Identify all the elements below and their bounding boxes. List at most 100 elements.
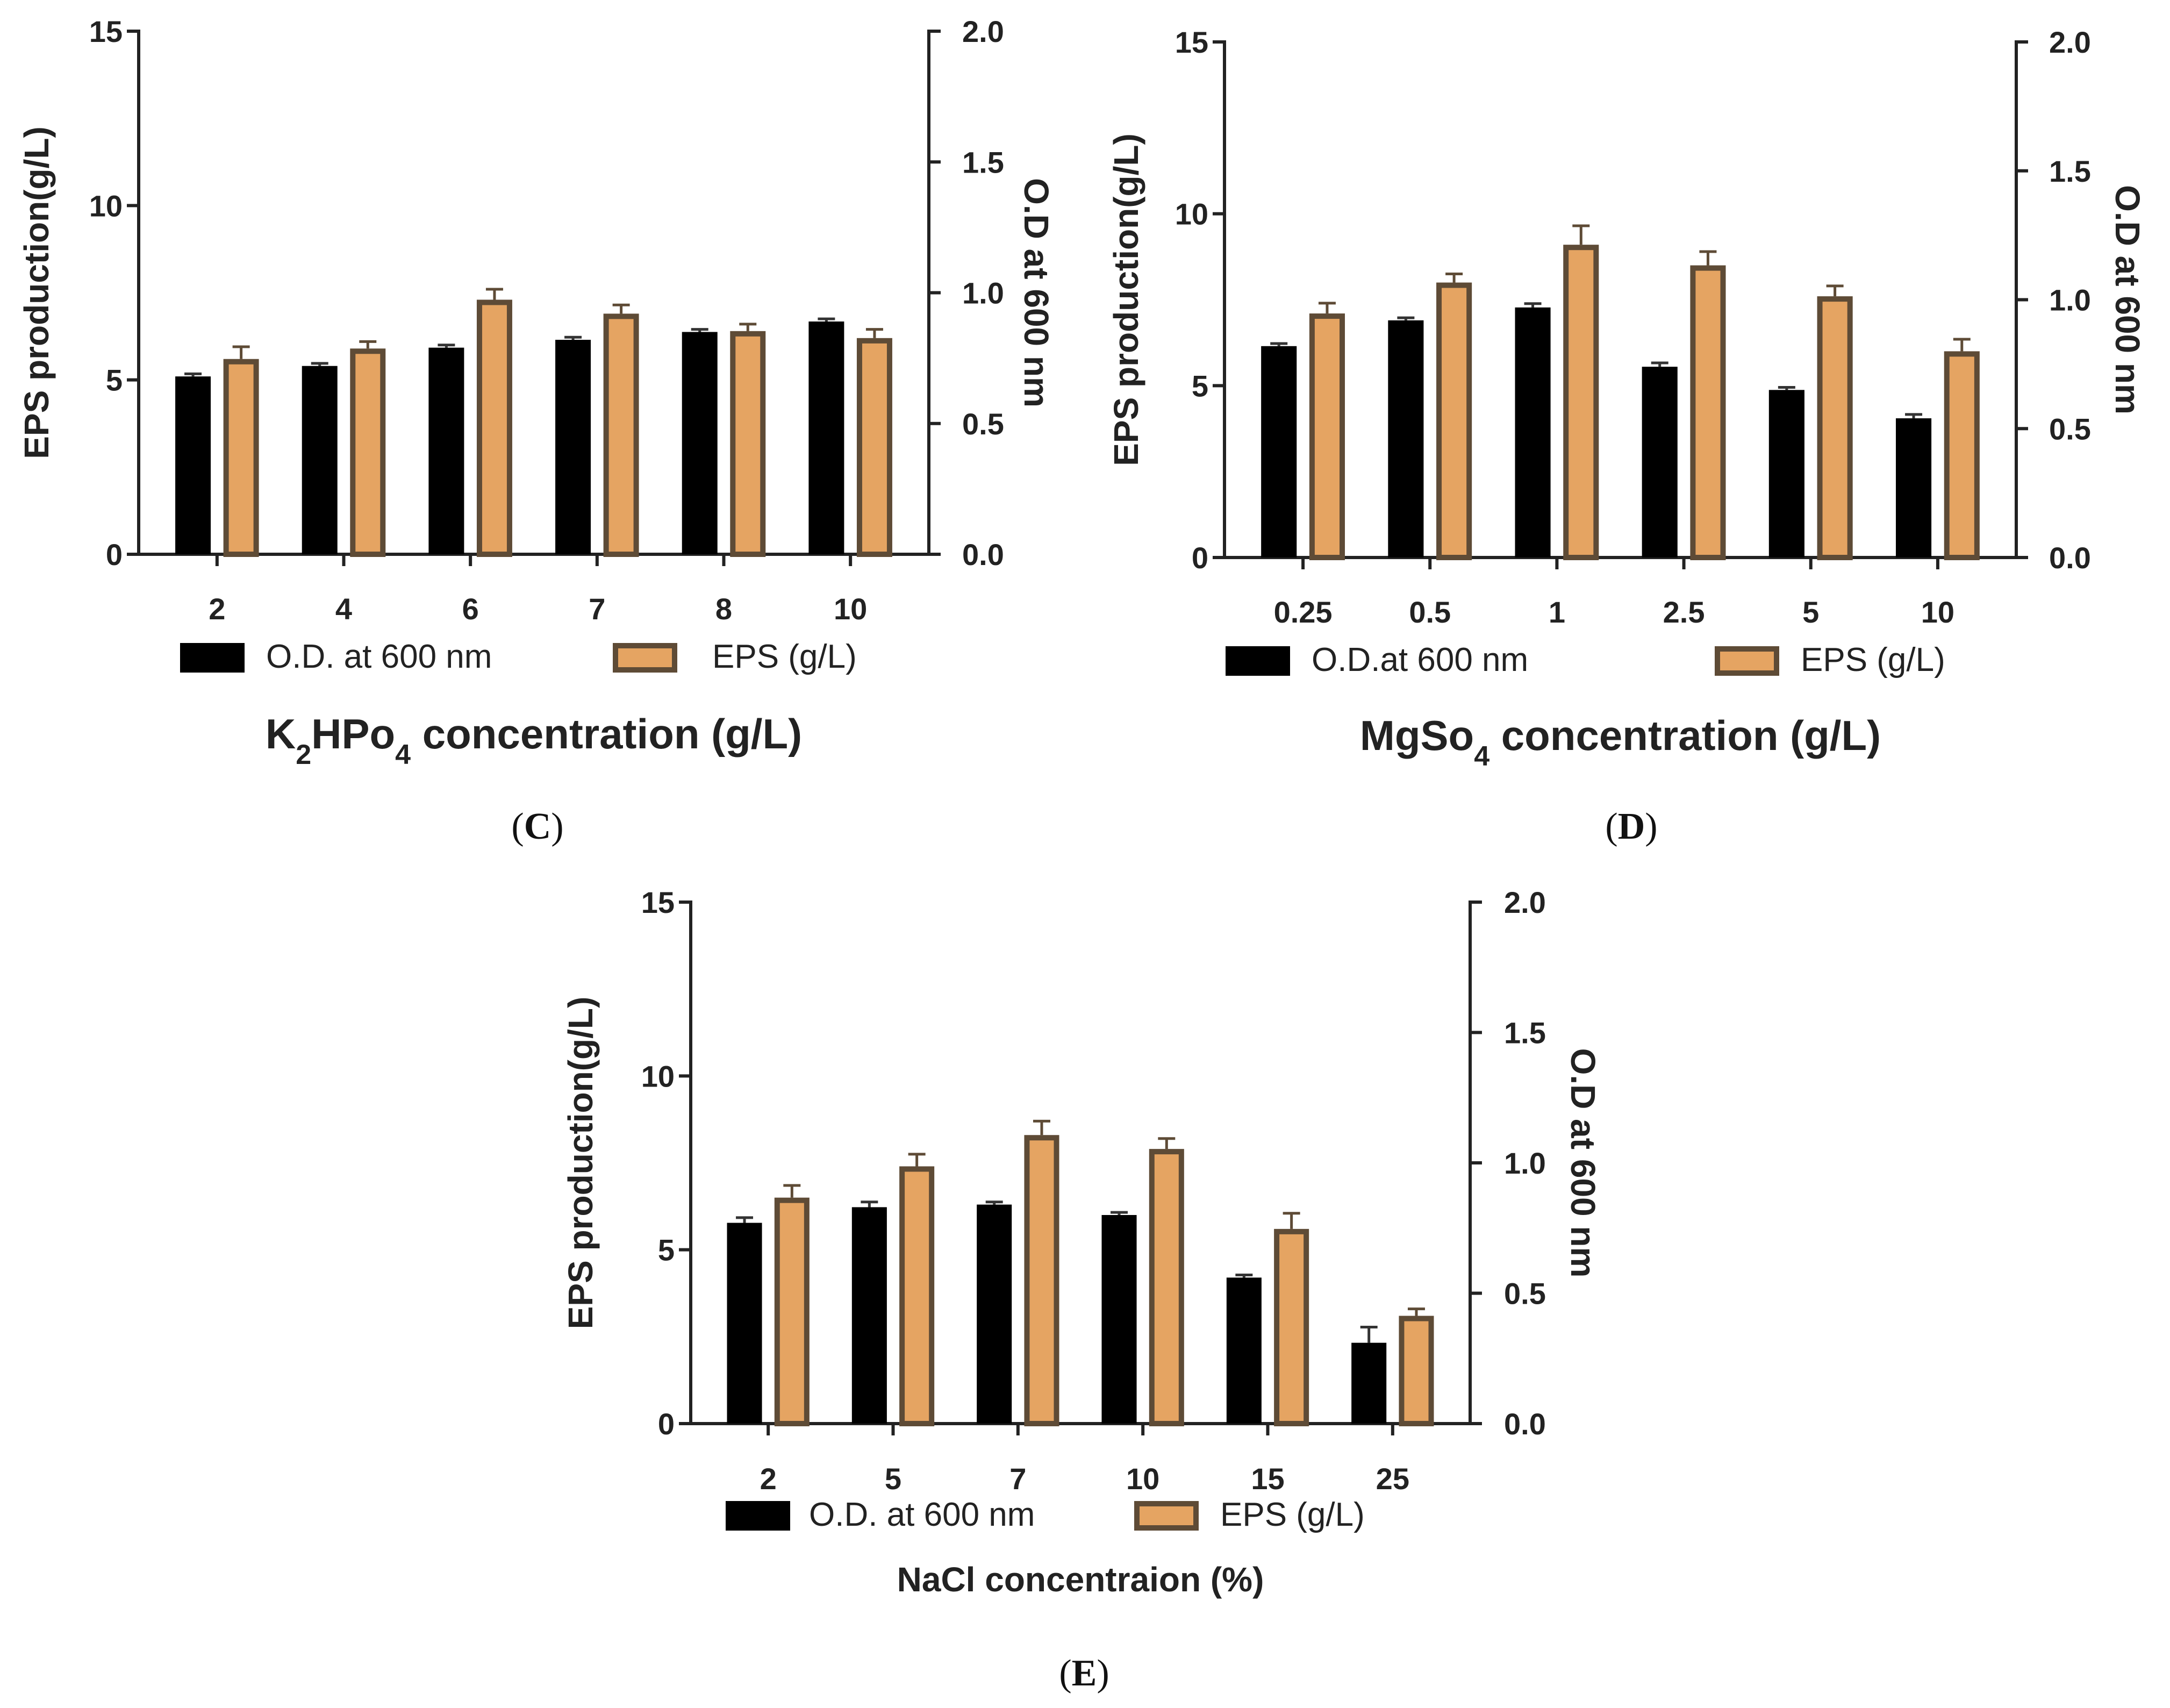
legend-swatch-eps (613, 643, 677, 673)
od-bar (555, 340, 591, 554)
y-tick-label-right: 1.5 (962, 145, 1004, 179)
x-axis-title: NaCl concentraion (%) (897, 1560, 1264, 1599)
od-bar (1642, 367, 1678, 558)
caption-letter: D (1618, 806, 1645, 847)
x-tick-label: 10 (834, 592, 867, 626)
caption-letter: C (524, 806, 552, 847)
y-tick-label-right: 0.0 (962, 538, 1004, 571)
legend-swatch-od (180, 643, 245, 673)
x-tick-label: 10 (1921, 595, 1954, 629)
od-bar (1895, 418, 1932, 558)
x-tick-label: 5 (1802, 595, 1819, 629)
y-tick-label-left: 5 (106, 363, 123, 397)
y-tick-label-left: 5 (658, 1233, 675, 1267)
x-tick-label: 6 (462, 592, 479, 626)
y-tick-label-right: 1.0 (962, 276, 1004, 310)
x-tick-label: 4 (335, 592, 352, 626)
panel-caption: (E) (1059, 1653, 1109, 1694)
y-tick-label-left: 0 (1192, 541, 1208, 575)
od-bar (808, 321, 844, 554)
x-tick-label: 7 (1009, 1462, 1026, 1496)
legend-label-eps: EPS (g/L) (1801, 641, 1945, 678)
legend-label-eps: EPS (g/L) (712, 638, 857, 675)
x-tick-label: 2 (209, 592, 225, 626)
od-bar (1515, 307, 1551, 558)
eps-bar (899, 1166, 935, 1426)
y-tick-label-left: 10 (641, 1059, 675, 1093)
x-tick-label: 15 (1251, 1462, 1284, 1496)
x-axis-title-part: concentration (g/L) (1489, 712, 1881, 759)
x-axis-title-part: K (266, 710, 296, 757)
od-bar (851, 1207, 887, 1424)
eps-bar (1563, 245, 1599, 560)
od-bar (302, 366, 338, 554)
x-tick-label: 8 (715, 592, 732, 626)
od-bar (1768, 390, 1804, 558)
eps-bar (1274, 1228, 1309, 1427)
od-bar (727, 1223, 762, 1424)
x-axis-title-part: MgSo (1360, 712, 1474, 759)
eps-bar (476, 299, 512, 557)
y-tick-label-right: 2.0 (1504, 885, 1546, 919)
y-tick-label-right: 2.0 (2049, 25, 2091, 59)
y-tick-label-left: 0 (106, 538, 123, 571)
y-tick-label-right: 0.5 (1504, 1277, 1546, 1311)
x-tick-label: 25 (1376, 1462, 1409, 1496)
eps-bar (1399, 1316, 1434, 1427)
eps-bar (1436, 282, 1472, 560)
x-axis-title-subscript: 4 (1474, 741, 1489, 772)
x-tick-label: 0.5 (1409, 595, 1451, 629)
x-tick-label: 10 (1126, 1462, 1159, 1496)
eps-bar (730, 331, 766, 557)
caption-paren-open: ( (1059, 1653, 1071, 1694)
panel-caption: (C) (511, 806, 563, 847)
x-tick-label: 5 (885, 1462, 901, 1496)
chart-panel-c: 0 5 10 15 0.0 0.5 1.0 1.5 2.0 EPS production(g/L)… (17, 15, 1056, 847)
y-tick-label-left: 5 (1192, 369, 1208, 403)
x-axis-title-subscript: 4 (395, 739, 411, 770)
caption-letter: E (1072, 1653, 1097, 1694)
x-axis-title-subscript: 2 (296, 739, 311, 770)
caption-paren-open: ( (511, 806, 524, 847)
y2-axis-title: O.D at 600 nm (1564, 1048, 1602, 1278)
y-tick-label-right: 1.0 (1504, 1146, 1546, 1180)
x-tick-label: 0.25 (1274, 595, 1333, 629)
eps-bar (1149, 1149, 1184, 1426)
eps-bar (603, 313, 639, 557)
eps-bar (1817, 296, 1853, 561)
panel-caption: (D) (1605, 806, 1657, 847)
eps-bar (350, 348, 386, 558)
eps-bar (223, 359, 259, 557)
eps-bar (1944, 351, 1980, 561)
x-tick-label: 2.5 (1663, 595, 1705, 629)
y-tick-label-right: 0.0 (1504, 1407, 1546, 1441)
od-bar (1351, 1342, 1387, 1424)
od-bar (1261, 346, 1297, 558)
y-tick-label-right: 1.5 (2049, 154, 2091, 188)
y-axis-title: EPS production(g/L) (561, 997, 600, 1330)
x-tick-label: 7 (589, 592, 605, 626)
x-axis-title: K2HPo4 concentration (g/L) (266, 710, 802, 770)
x-axis-title-part: NaCl concentraion (%) (897, 1560, 1264, 1599)
caption-paren-close: ) (551, 806, 563, 847)
y-tick-label-left: 15 (1175, 25, 1208, 59)
legend-label-od: O.D.at 600 nm (1312, 641, 1528, 678)
x-axis-title-part: HPo (311, 710, 395, 757)
x-axis-title-part: concentration (g/L) (411, 710, 802, 757)
y-tick-label-left: 15 (89, 15, 123, 48)
od-bar (682, 332, 718, 554)
legend-swatch-od (1226, 646, 1290, 676)
legend-swatch-eps (1134, 1501, 1199, 1531)
y2-axis-title: O.D at 600 nm (2108, 185, 2147, 415)
x-axis-title: MgSo4 concentration (g/L) (1360, 712, 1881, 772)
od-bar (175, 376, 211, 554)
y-tick-label-right: 0.5 (2049, 412, 2091, 446)
legend-label-od: O.D. at 600 nm (266, 638, 492, 675)
od-bar (1226, 1277, 1262, 1424)
y2-axis-title: O.D at 600 nm (1017, 178, 1056, 408)
eps-bar (856, 338, 892, 557)
caption-paren-close: ) (1097, 1653, 1109, 1694)
y-tick-label-right: 2.0 (962, 15, 1004, 48)
